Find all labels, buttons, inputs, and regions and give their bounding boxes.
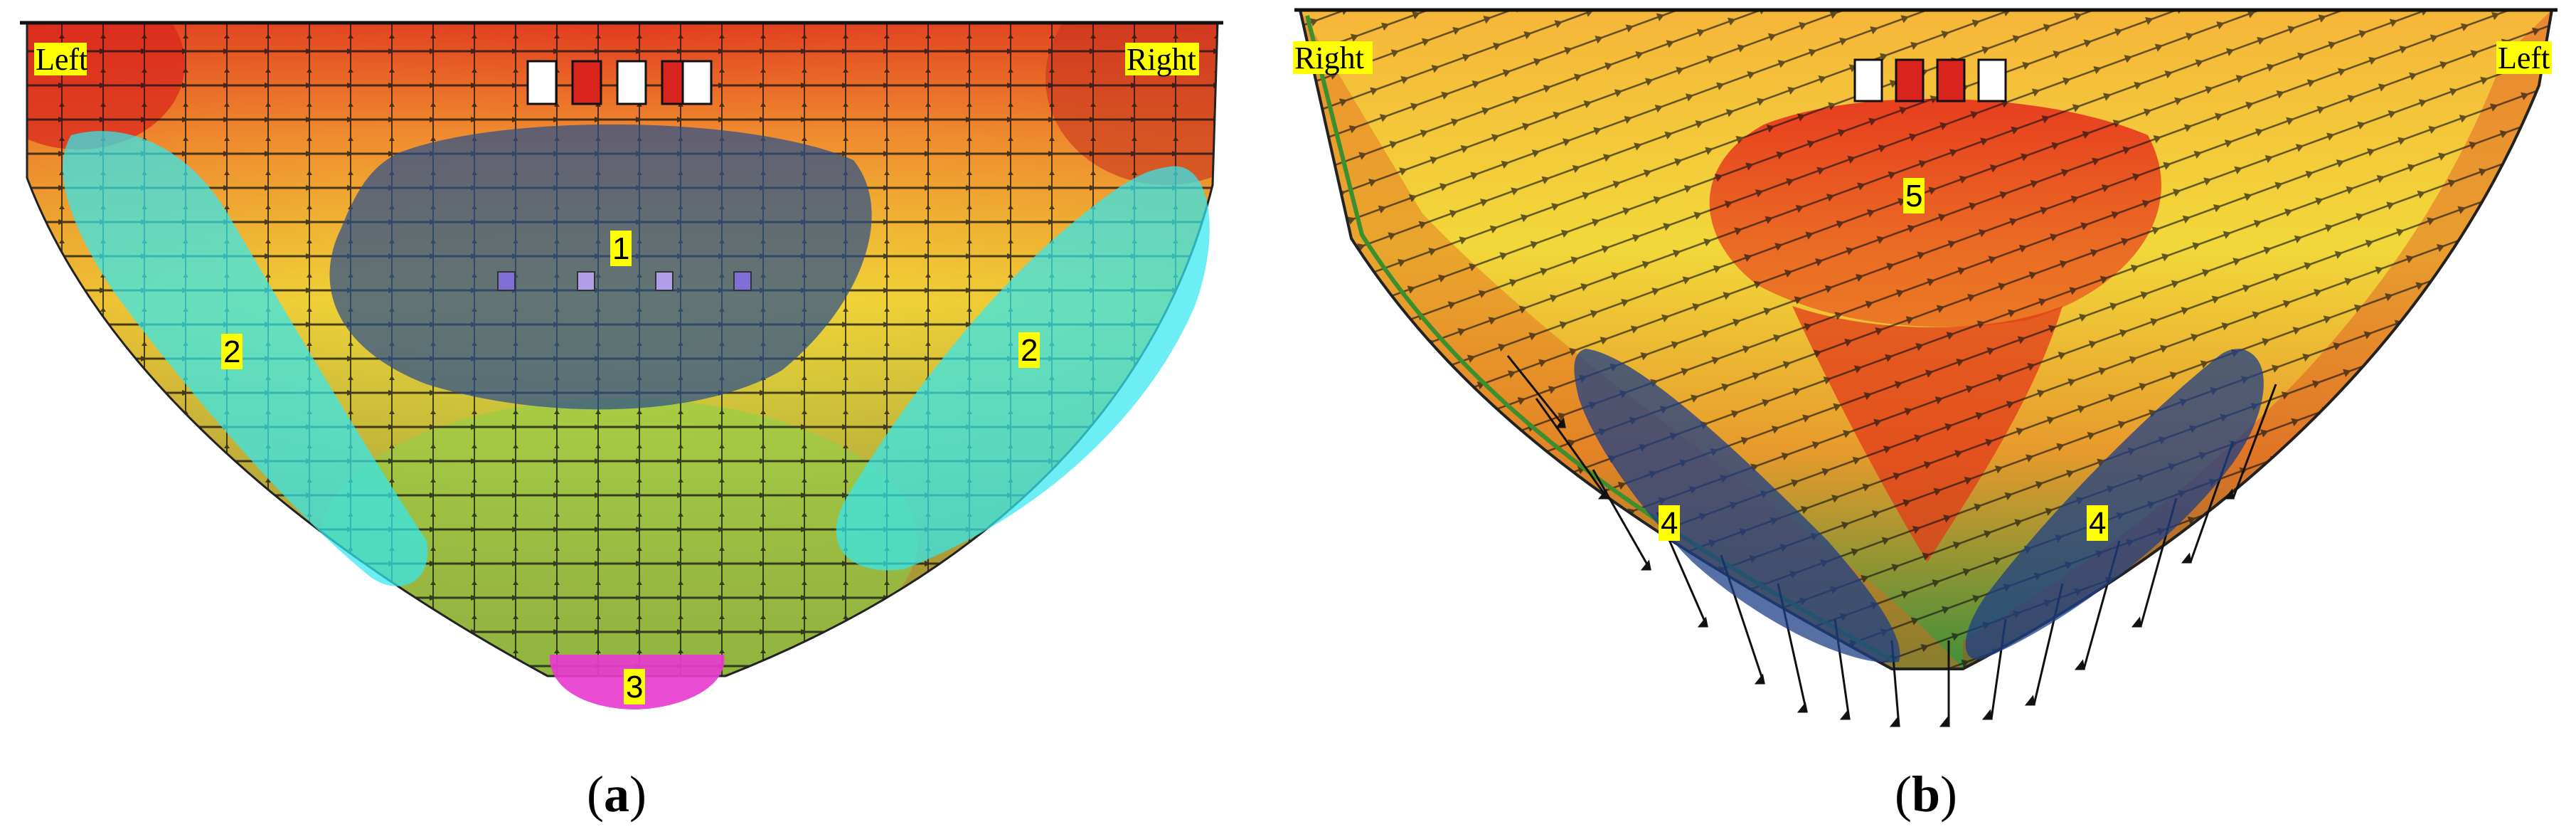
caption-a: (a) <box>587 766 646 823</box>
zone-label-a-2-right: 2 <box>1021 333 1038 368</box>
right-label-a-bg <box>1125 43 1199 75</box>
right-label-b-bg <box>2496 41 2552 74</box>
zone-label-b-5: 5 <box>1905 179 1922 213</box>
left-label-b-bg <box>1293 41 1373 74</box>
zone-label-bg-b-4-left <box>1659 505 1680 541</box>
zone-label-b-4-left: 4 <box>1661 506 1678 541</box>
panel-a: Left Right 1 2 2 3 <box>20 21 1223 709</box>
zone-label-bg-a-2-left <box>221 334 243 369</box>
vector-tails-b <box>1506 355 2277 727</box>
left-label-b: Right <box>1294 41 1364 75</box>
zone-label-bg-a-1 <box>610 231 632 266</box>
zone-2-left-region <box>63 131 428 586</box>
caption-b: (b) <box>1895 766 1957 823</box>
zone-label-a-2-left: 2 <box>223 334 240 369</box>
left-label-a: Left <box>36 42 87 77</box>
zone-2-right-region <box>836 166 1210 571</box>
left-label-a-bg <box>34 43 87 75</box>
panel-b: Right Left 5 4 4 <box>1293 8 2558 727</box>
right-label-b: Left <box>2498 41 2550 75</box>
zone-1-region <box>329 124 872 410</box>
zone-label-bg-b-5 <box>1903 178 1925 213</box>
zone-label-a-1: 1 <box>612 231 629 266</box>
right-label-a: Right <box>1127 42 1196 77</box>
zone-label-bg-a-3 <box>624 669 645 705</box>
zone-label-a-3: 3 <box>626 670 643 705</box>
zone-4-right-region <box>1965 349 2264 660</box>
panel-b-contour <box>1300 10 2552 669</box>
zone-1-openings <box>497 271 752 291</box>
spillway-openings-b <box>1853 58 2007 102</box>
zone-label-b-4-right: 4 <box>2089 506 2106 541</box>
zone-label-bg-a-2-right <box>1018 332 1040 368</box>
zone-label-bg-b-4-right <box>2087 505 2108 541</box>
spillway-openings-a <box>526 60 713 105</box>
zone-4-left-region <box>1574 349 1900 663</box>
